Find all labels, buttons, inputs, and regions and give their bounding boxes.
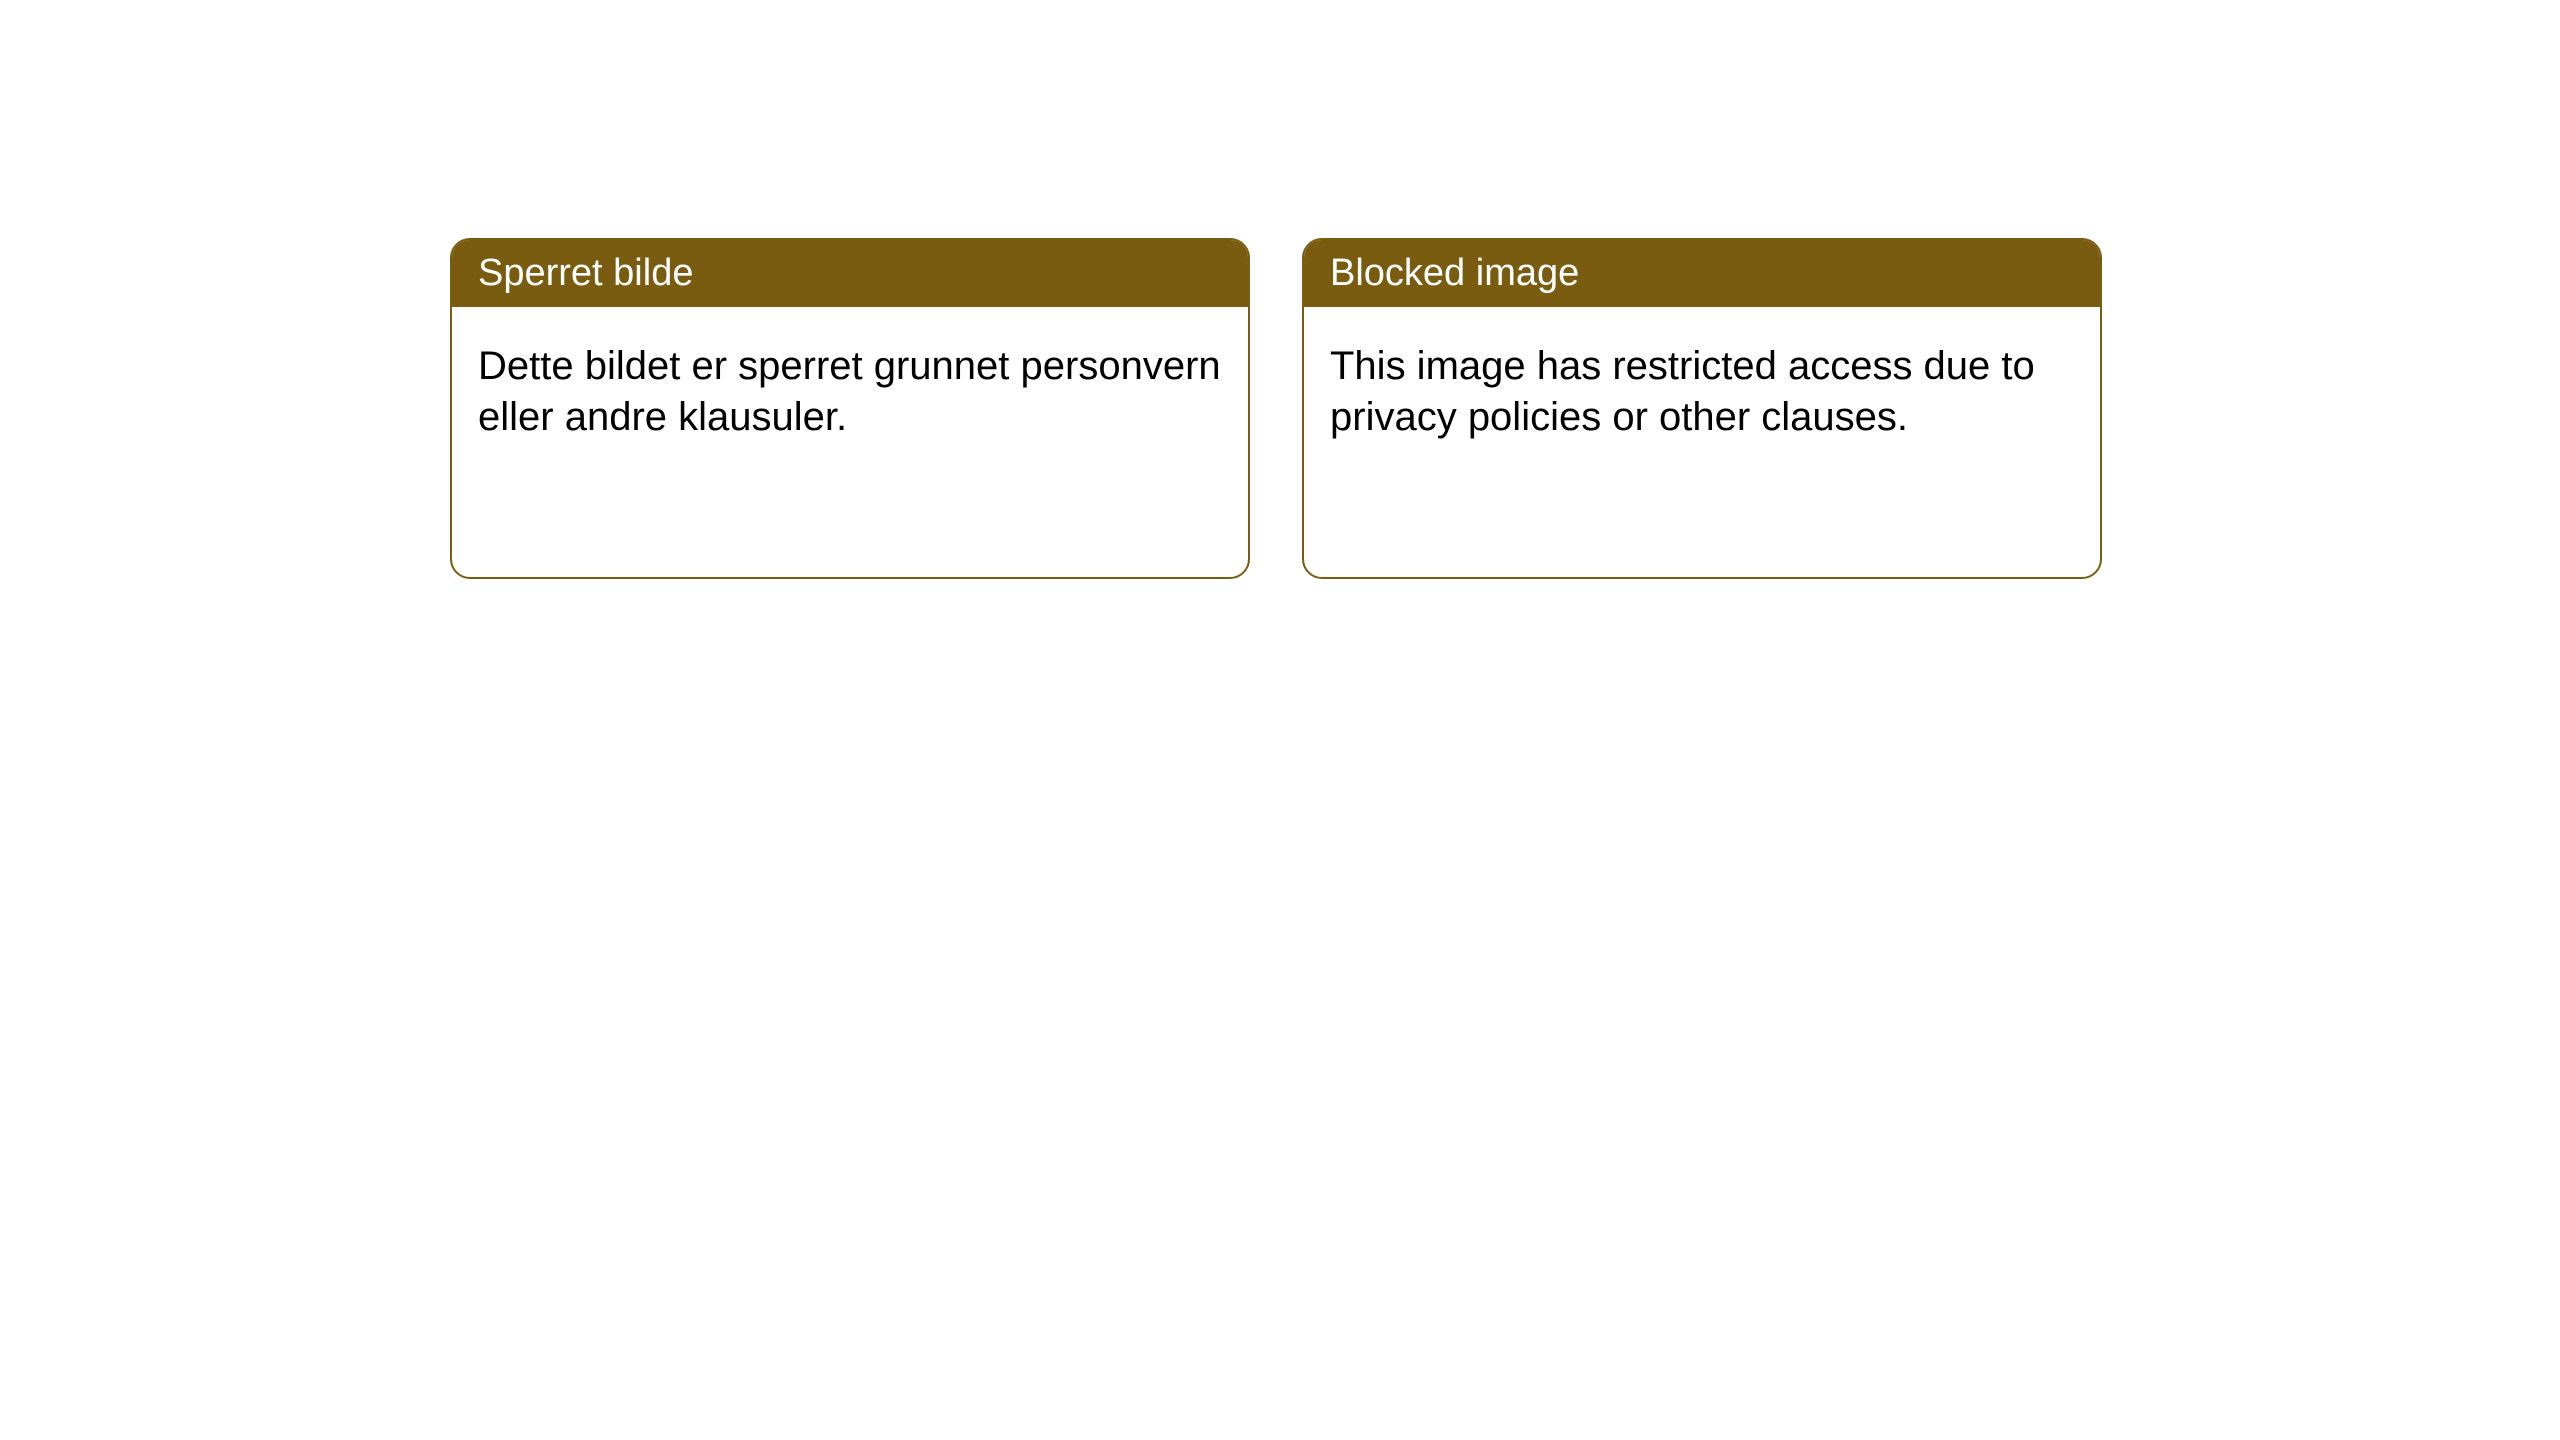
card-body: Dette bildet er sperret grunnet personve… <box>452 307 1248 577</box>
notice-container: Sperret bilde Dette bildet er sperret gr… <box>0 0 2560 579</box>
card-body-text: This image has restricted access due to … <box>1330 344 2035 439</box>
notice-card-norwegian: Sperret bilde Dette bildet er sperret gr… <box>450 238 1250 579</box>
card-body-text: Dette bildet er sperret grunnet personve… <box>478 344 1221 439</box>
notice-card-english: Blocked image This image has restricted … <box>1302 238 2102 579</box>
card-header: Sperret bilde <box>452 240 1248 307</box>
card-header: Blocked image <box>1304 240 2100 307</box>
card-title: Blocked image <box>1330 252 1579 294</box>
card-body: This image has restricted access due to … <box>1304 307 2100 577</box>
card-title: Sperret bilde <box>478 252 693 294</box>
